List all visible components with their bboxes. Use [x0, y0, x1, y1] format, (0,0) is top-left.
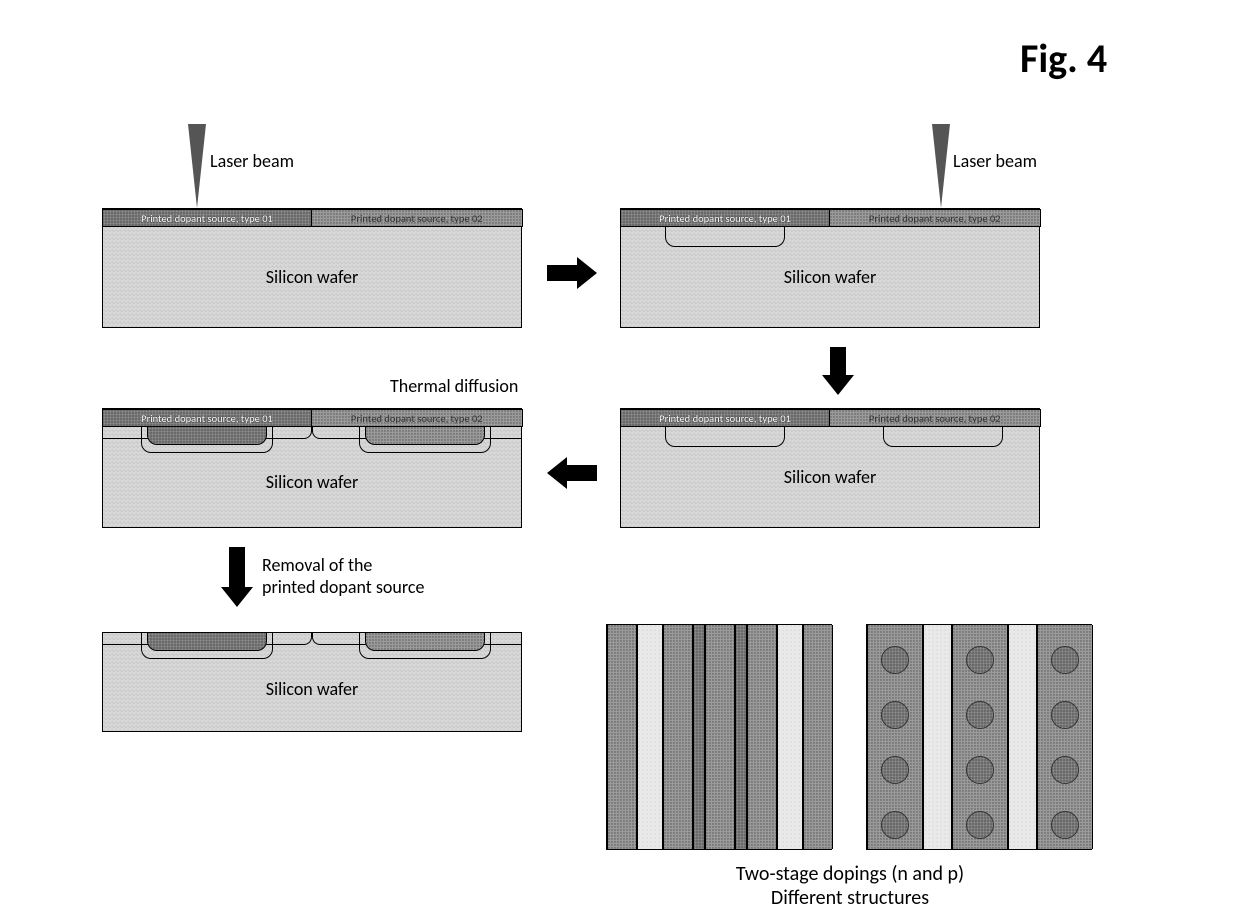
pattern-stripes: [606, 624, 832, 850]
panel-1-laser-label: Laser beam: [210, 150, 294, 172]
panel-2-dopant-02: Printed dopant source, type 02: [829, 209, 1041, 227]
panel-3-wafer: Printed dopant source, type 01 Printed d…: [620, 408, 1040, 528]
panel-1-wafer: Printed dopant source, type 01 Printed d…: [102, 208, 522, 328]
stripe: [705, 625, 735, 849]
dot: [881, 646, 909, 674]
stripe: [735, 625, 747, 849]
dot-col: [923, 625, 952, 849]
caption-line1: Two-stage dopings (n and p): [600, 862, 1100, 886]
arrow-4: [219, 545, 255, 611]
dot: [1051, 646, 1079, 674]
dot: [966, 756, 994, 784]
figure-title: Fig. 4: [1020, 34, 1107, 83]
panel-1-silicon-label: Silicon wafer: [103, 227, 521, 327]
dot: [881, 701, 909, 729]
pattern-dots: [866, 624, 1092, 850]
panel-5-wafer: Silicon wafer: [102, 632, 522, 732]
stripe: [777, 625, 803, 849]
arrow-1: [545, 255, 599, 291]
panel-1-laser-beam-icon: [188, 124, 206, 208]
thermal-diffusion-label: Thermal diffusion: [390, 375, 518, 397]
dot: [1051, 811, 1079, 839]
stripe: [693, 625, 705, 849]
arrow-2: [820, 345, 856, 397]
panel-2-laser-beam-icon: [932, 124, 950, 208]
dot: [881, 756, 909, 784]
panel-3-silicon-label: Silicon wafer: [621, 427, 1039, 527]
panel-3-dopant-01: Printed dopant source, type 01: [620, 409, 831, 427]
panel-5-silicon-label: Silicon wafer: [103, 647, 521, 731]
dot: [881, 811, 909, 839]
panel-2-silicon-label: Silicon wafer: [621, 227, 1039, 327]
dot: [966, 701, 994, 729]
panel-3-dopant-02: Printed dopant source, type 02: [829, 409, 1041, 427]
stripe: [637, 625, 663, 849]
stripe: [747, 625, 777, 849]
stripe: [803, 625, 833, 849]
panel-4-wafer: Printed dopant source, type 01 Printed d…: [102, 408, 522, 528]
dot: [966, 646, 994, 674]
panel-2-laser-label: Laser beam: [953, 150, 1037, 172]
removal-label-line1: Removal of the: [262, 554, 462, 576]
dot: [1051, 756, 1079, 784]
dot: [1051, 701, 1079, 729]
dot-col: [1008, 625, 1037, 849]
removal-label-line2: printed dopant source: [262, 576, 482, 598]
stripe: [607, 625, 637, 849]
panel-2-dopant-01: Printed dopant source, type 01: [620, 209, 831, 227]
stripe: [663, 625, 693, 849]
dot: [966, 811, 994, 839]
panel-4-dopant-01: Printed dopant source, type 01: [102, 409, 313, 427]
panel-2-wafer: Printed dopant source, type 01 Printed d…: [620, 208, 1040, 328]
panel-4-silicon-label: Silicon wafer: [103, 437, 521, 527]
panel-1-dopant-02: Printed dopant source, type 02: [311, 209, 523, 227]
panel-1-dopant-01: Printed dopant source, type 01: [102, 209, 313, 227]
arrow-3: [545, 455, 599, 491]
panel-4-dopant-02: Printed dopant source, type 02: [311, 409, 523, 427]
caption-line2: Different structures: [600, 886, 1100, 910]
